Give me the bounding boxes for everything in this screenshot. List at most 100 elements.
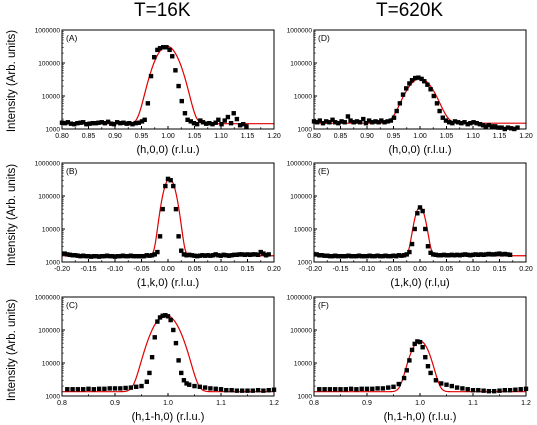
data-point-A (234, 116, 240, 122)
plot-frame-C (61, 296, 275, 397)
data-point-A (78, 120, 83, 125)
data-point-E (317, 253, 322, 258)
data-point-F (428, 370, 433, 376)
data-point-B (218, 253, 224, 258)
x-tick-label-A: 1.15 (241, 133, 255, 140)
data-point-E (431, 252, 436, 257)
data-point-B (229, 253, 234, 258)
y-tick-label-E: 1000000 (287, 160, 313, 167)
data-point-F (404, 368, 409, 373)
data-point-E (370, 253, 375, 259)
fit-curve-B (62, 178, 274, 257)
data-point-D (351, 120, 356, 125)
data-point-A (121, 120, 126, 125)
x-tick-label-D: 0.80 (307, 133, 321, 140)
data-point-E (388, 253, 394, 259)
data-point-A (188, 119, 193, 124)
data-point-E (446, 253, 452, 258)
data-point-E (476, 252, 481, 258)
data-point-F (497, 388, 502, 393)
data-point-A (185, 117, 190, 122)
data-point-E (457, 253, 462, 258)
data-point-B (253, 252, 258, 257)
data-point-E (409, 241, 415, 247)
data-point-E (325, 253, 330, 258)
data-point-D (397, 101, 403, 106)
data-point-A (111, 121, 117, 127)
data-point-C (165, 314, 171, 319)
data-point-D (419, 76, 424, 82)
data-point-E (468, 253, 473, 258)
panel-label-A: (A) (66, 33, 78, 43)
data-point-D (471, 120, 476, 125)
data-point-D (450, 120, 455, 126)
fit-curve-A (62, 45, 274, 125)
data-point-F (502, 387, 507, 393)
data-point-C (139, 383, 144, 389)
data-point-D (379, 118, 384, 123)
x-tick-label-D: 0.90 (360, 133, 374, 140)
data-point-C (168, 317, 173, 323)
data-point-B (237, 252, 242, 257)
data-point-C (128, 385, 134, 390)
data-point-A (198, 118, 203, 123)
data-point-B (115, 253, 120, 259)
data-point-F (348, 386, 354, 392)
col-title-right: T=620K (376, 0, 444, 21)
y-tick-label-D: 10000 (294, 93, 312, 100)
data-point-D (489, 124, 495, 129)
data-point-B (131, 253, 136, 259)
y-tick-label-B: 1000 (46, 259, 61, 266)
x-tick-label-F: 1.0 (415, 400, 425, 407)
x-tick-label-D: 1.15 (493, 133, 507, 140)
data-point-F (433, 378, 439, 383)
data-point-F (364, 386, 370, 392)
data-point-A (207, 120, 212, 126)
x-tick-label-E: 0.15 (493, 266, 507, 273)
x-tick-label-E: -0.10 (359, 266, 375, 273)
plot-frame-E (313, 162, 527, 263)
data-point-B (152, 252, 157, 257)
data-point-C (149, 354, 155, 360)
data-point-C (192, 383, 197, 389)
data-point-E (415, 211, 420, 216)
data-point-E (499, 252, 505, 257)
data-point-F (518, 387, 523, 392)
x-tick-label-B: -0.05 (134, 266, 150, 273)
data-point-D (373, 119, 378, 124)
data-point-E (454, 252, 460, 258)
data-point-E (356, 253, 362, 258)
data-point-A (237, 123, 243, 128)
data-point-C (157, 315, 163, 320)
x-tick-label-B: 0.10 (214, 266, 228, 273)
data-point-B (155, 249, 160, 255)
data-point-D (493, 124, 498, 129)
data-point-D (404, 86, 409, 91)
x-axis-label-B: (1,k,0) (r.l.u.) (137, 277, 199, 289)
data-point-D (391, 115, 397, 120)
data-point-F (476, 387, 481, 393)
fit-curve-C (62, 314, 274, 393)
data-point-F (507, 387, 513, 393)
data-point-B (258, 249, 263, 255)
data-point-C (107, 386, 112, 391)
data-point-E (439, 253, 444, 258)
data-point-C (70, 387, 75, 392)
data-point-C (163, 313, 168, 318)
y-tick-label-C: 1000000 (35, 294, 61, 301)
data-point-A (68, 121, 74, 126)
data-point-D (440, 115, 445, 120)
data-point-E (492, 252, 497, 257)
panel-F: 0.8 0.9 1.0 1.1 1.2 1000 10000 100000 1000000 (F)… (287, 294, 531, 423)
data-point-B (104, 253, 110, 258)
data-point-E (375, 253, 380, 258)
data-point-D (336, 120, 341, 126)
y-tick-label-A: 1000000 (35, 27, 61, 34)
data-point-C (134, 384, 139, 389)
data-point-D (446, 120, 452, 125)
data-point-C (202, 385, 208, 390)
data-point-D (499, 125, 504, 130)
data-point-F (409, 347, 415, 353)
data-point-E (441, 252, 447, 258)
data-point-A (167, 47, 172, 53)
